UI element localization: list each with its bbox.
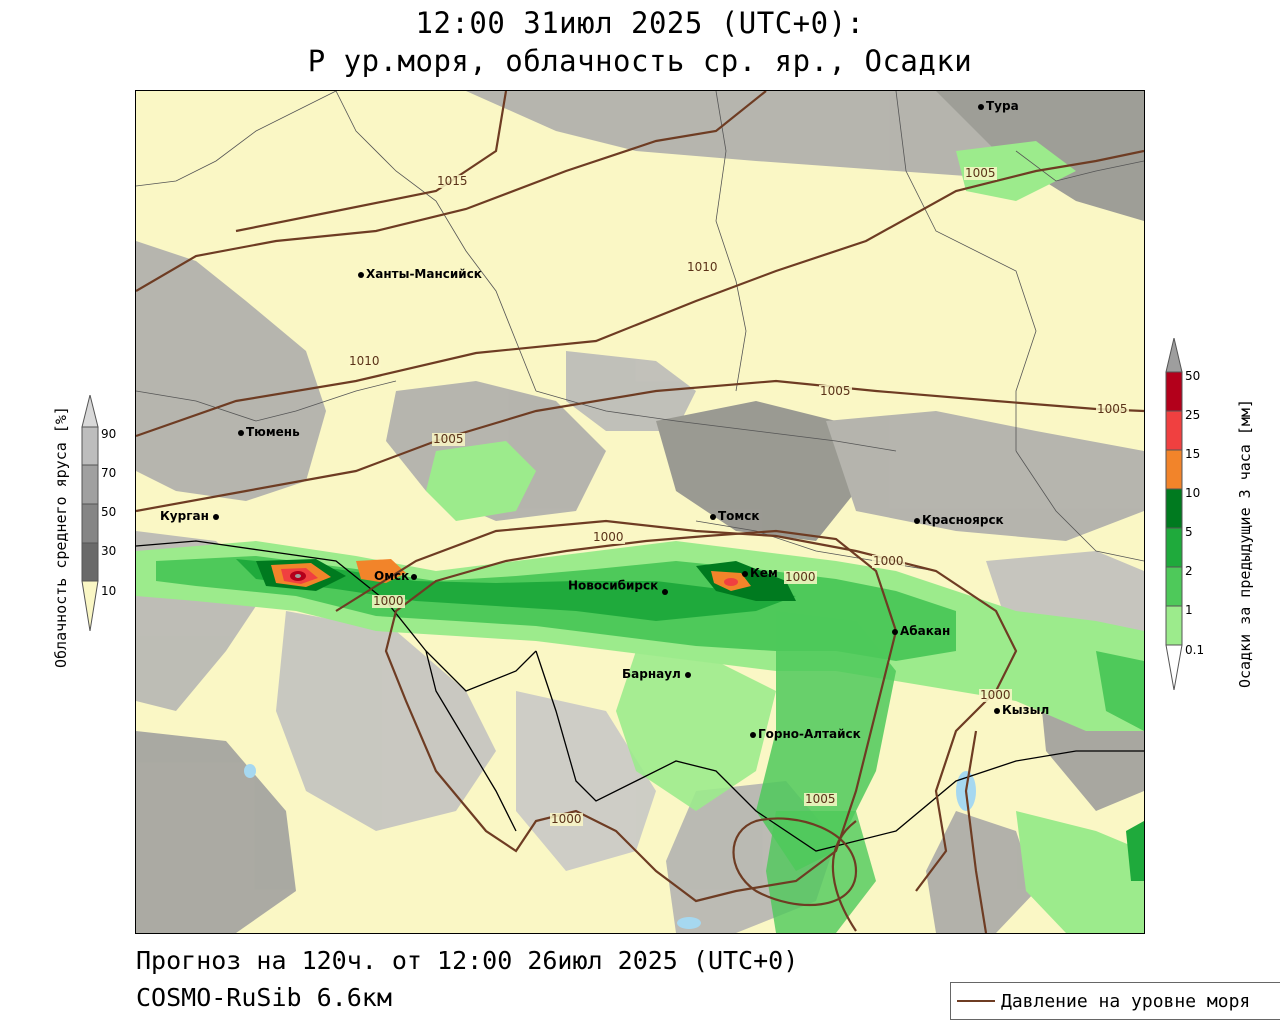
- city-marker: [914, 517, 920, 524]
- cloud-tick: 50: [101, 505, 117, 519]
- precip-tick: 2: [1185, 564, 1193, 578]
- isobar-label: 1000: [550, 812, 583, 826]
- city-name: Красноярск: [922, 513, 1004, 527]
- isobars: [136, 91, 1144, 933]
- city-label: Барнаул: [622, 667, 693, 681]
- isobar-label: 1005: [432, 432, 465, 446]
- city-label: Горно-Алтайск: [750, 727, 861, 741]
- city-label: Ханты-Мансийск: [358, 267, 482, 281]
- city-label: Омск: [374, 569, 419, 583]
- city-marker: [750, 731, 756, 738]
- city-name: Томск: [718, 509, 760, 523]
- city-name: Кызыл: [1002, 703, 1050, 717]
- precip-tick: 1: [1185, 603, 1193, 617]
- city-label: Тюмень: [238, 425, 300, 439]
- map-subtitle: P ур.моря, облачность ср. яр., Осадки: [307, 44, 973, 78]
- isobar-legend-line: [957, 1000, 995, 1002]
- city-marker: [238, 429, 244, 436]
- city-marker: [411, 573, 418, 580]
- city-name: Абакан: [900, 624, 951, 638]
- city-marker: [978, 103, 984, 110]
- city-name: Курган: [160, 509, 209, 523]
- city-label: Красноярск: [914, 513, 1004, 527]
- isobar-label: 1010: [686, 260, 719, 274]
- cloud-tick: 70: [101, 466, 117, 480]
- city-name: Горно-Алтайск: [758, 727, 861, 741]
- isobar-label: 1005: [819, 384, 852, 398]
- cloud-cover-layer: [136, 91, 1144, 933]
- forecast-map: Тура Ханты-Мансийск Тюмень Курган Омск Т…: [135, 90, 1145, 934]
- city-marker: [212, 513, 219, 520]
- cloud-colorbar-scale: [81, 395, 99, 631]
- isobar-label: 1015: [436, 174, 469, 188]
- precip-tick: 25: [1185, 408, 1201, 422]
- city-marker: [358, 271, 364, 278]
- precip-tick: 10: [1185, 486, 1201, 500]
- city-marker: [742, 570, 748, 577]
- isobar-label: 1010: [348, 354, 381, 368]
- city-label: Кем: [742, 566, 778, 580]
- city-label: Кызыл: [994, 703, 1049, 717]
- cloud-tick: 90: [101, 427, 117, 441]
- isobar-legend-label: Давление на уровне моря: [1001, 990, 1251, 1012]
- cloud-tick: 10: [101, 584, 117, 598]
- map-title: 12:00 31июл 2025 (UTC+0):: [415, 6, 865, 40]
- map-graphics: [136, 91, 1144, 933]
- admin-borders: [136, 91, 1144, 572]
- city-name: Тура: [986, 99, 1019, 113]
- precip-tick: 5: [1185, 525, 1193, 539]
- city-label: Абакан: [892, 624, 950, 638]
- precip-colorbar-scale: [1165, 338, 1183, 690]
- city-label: Тура: [978, 99, 1019, 113]
- city-marker: [662, 589, 669, 595]
- isobar-legend: Давление на уровне моря: [950, 982, 1280, 1020]
- precipitation-layer: [136, 141, 1144, 933]
- precip-tick: 50: [1185, 369, 1201, 383]
- city-name: Тюмень: [246, 425, 300, 439]
- model-name: COSMO-RuSib 6.6км: [136, 983, 392, 1012]
- city-name: Ханты-Мансийск: [366, 267, 482, 281]
- isobar-label: 1000: [872, 554, 905, 568]
- isobar-label: 1000: [372, 594, 405, 608]
- isobar-label: 1000: [784, 570, 817, 584]
- lakes: [244, 764, 976, 929]
- city-label: Новосибирск: [568, 577, 670, 595]
- city-name: Кем: [750, 566, 778, 580]
- isobar-label: 1005: [1096, 402, 1129, 416]
- isobar-label: 1005: [804, 792, 837, 806]
- isobar-label: 1000: [592, 530, 625, 544]
- city-name: Барнаул: [622, 667, 681, 681]
- precip-tick: 15: [1185, 447, 1201, 461]
- city-label: Курган: [160, 509, 221, 523]
- cloud-colorbar-title: Облачность среднего яруса [%]: [52, 406, 70, 668]
- precip-colorbar-title: Осадки за предыдущие 3 часа [мм]: [1236, 399, 1254, 688]
- isobar-label: 1005: [964, 166, 997, 180]
- city-label: Томск: [710, 509, 760, 523]
- city-name: Новосибирск: [568, 578, 659, 593]
- city-marker: [710, 513, 716, 520]
- city-marker: [994, 707, 1000, 714]
- isobar-label: 1000: [979, 688, 1012, 702]
- city-marker: [892, 628, 898, 635]
- forecast-info: Прогноз на 120ч. от 12:00 26июл 2025 (UT…: [136, 946, 799, 975]
- city-marker: [684, 671, 691, 678]
- city-name: Омск: [374, 569, 410, 583]
- precip-tick: 0.1: [1185, 643, 1205, 657]
- cloud-tick: 30: [101, 544, 117, 558]
